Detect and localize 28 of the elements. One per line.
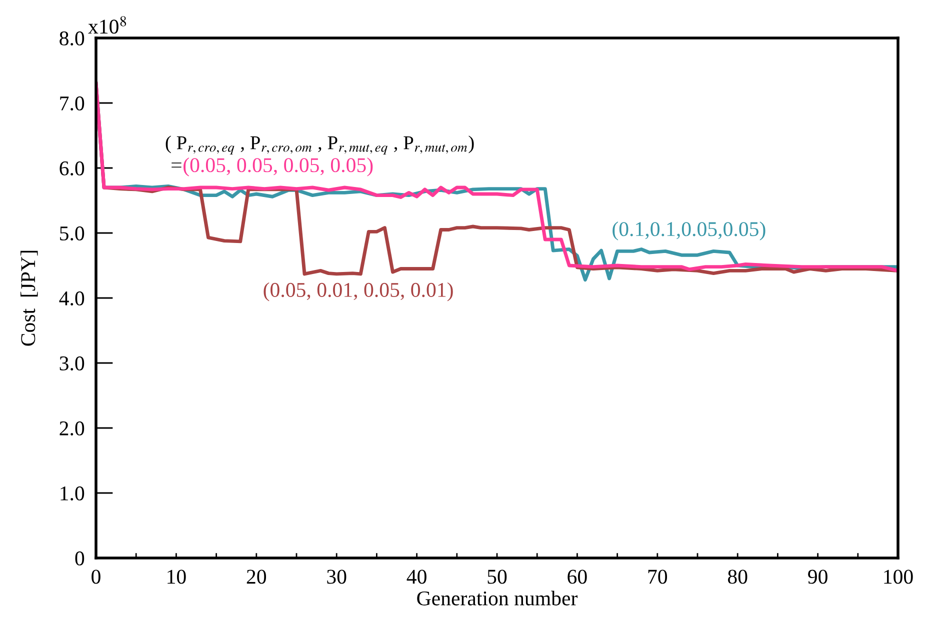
text: x10$^{8}$ [88,16,126,34]
y-tick-label: 6.0 [60,161,84,176]
y-tick-label: 0 [75,551,84,566]
y-tick-label: 7.0 [60,96,84,111]
series-label: (0.05, 0.01, 0.05, 0.01) [264,282,453,302]
y-tick-label: 4.0 [59,291,84,306]
y-axis-title: Cost [JPY] [20,250,38,346]
x-tick-label: 100 [884,570,913,584]
y-tick-label: 5.0 [60,226,84,241]
x-tick-label: 60 [568,570,587,584]
x-tick-label: 10 [168,570,186,584]
x-tick-label: 0 [92,570,100,584]
x-tick-label: 70 [648,570,668,584]
y-tick-label: 3.0 [60,356,84,371]
x-axis-title: Generation number [417,590,578,606]
x-tick-label: 20 [246,570,266,584]
x-tick-label: 40 [406,570,426,584]
series-label: (0.05, 0.05, 0.05, 0.05) [184,158,373,176]
x-tick-label: 30 [327,570,346,584]
series-label: (0.1,0.1,0.05,0.05) [612,221,766,240]
x-tick-label: 80 [728,570,748,584]
y-tick-label: 8.0 [60,31,84,46]
y-tick-label: 2.0 [60,421,84,436]
x-tick-label: 90 [808,570,828,584]
y-tick-label: 1.0 [60,486,84,501]
annotation: = [172,162,182,168]
x-tick-label: 50 [488,570,507,584]
text: ( P$_{r,cro,eq}$ , P$_{r,cro,om}$ , P$_{r,mut,eq}$ , P$_{r,mut,om}$) [166,136,474,155]
